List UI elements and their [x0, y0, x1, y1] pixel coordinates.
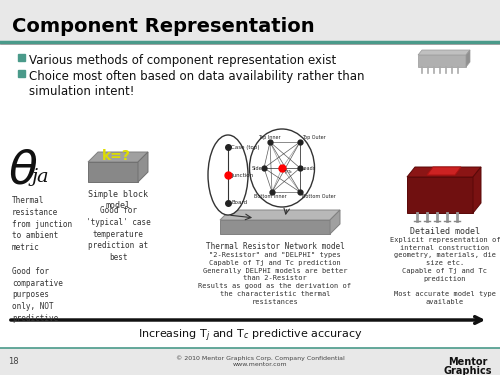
Polygon shape [88, 162, 138, 182]
Polygon shape [427, 167, 461, 175]
Text: Leads: Leads [302, 165, 316, 171]
Bar [0, 0, 500, 42]
Text: Good for
'typical' case
temperature
prediction at
best: Good for 'typical' case temperature pred… [86, 206, 150, 262]
Text: Top Outer: Top Outer [302, 135, 326, 140]
Polygon shape [418, 50, 470, 55]
Polygon shape [407, 177, 473, 213]
Polygon shape [220, 210, 340, 220]
Polygon shape [407, 167, 481, 177]
Text: Various methods of component representation exist: Various methods of component representat… [29, 54, 336, 67]
Polygon shape [330, 210, 340, 234]
Text: k=?: k=? [102, 149, 130, 163]
Text: Mentor: Mentor [448, 357, 488, 367]
Polygon shape [418, 55, 466, 67]
Text: Side: Side [252, 165, 262, 171]
Text: 18: 18 [8, 357, 18, 366]
Text: Thermal
resistance
from junction
to ambient
metric

Good for
comparative
purpose: Thermal resistance from junction to ambi… [12, 196, 72, 323]
Text: Bottom Outer: Bottom Outer [302, 194, 336, 199]
Text: Bottom Inner: Bottom Inner [254, 194, 286, 199]
Text: TJ/Tc: TJ/Tc [283, 170, 292, 174]
Polygon shape [473, 167, 481, 213]
Text: Explicit representation of
internal construction
geometry, materials, die
size e: Explicit representation of internal cons… [390, 237, 500, 305]
Ellipse shape [250, 129, 314, 207]
Bar [18, 54, 25, 61]
Text: Case (top): Case (top) [231, 144, 260, 150]
Text: Thermal Resistor Network model: Thermal Resistor Network model [206, 242, 344, 251]
Polygon shape [466, 50, 470, 67]
Text: Simple block
model: Simple block model [88, 190, 148, 210]
Text: Component Representation: Component Representation [12, 16, 314, 36]
Polygon shape [138, 152, 148, 182]
Text: Increasing T$_j$ and T$_c$ predictive accuracy: Increasing T$_j$ and T$_c$ predictive ac… [138, 328, 362, 344]
Polygon shape [220, 220, 330, 234]
Bar [0, 348, 500, 375]
Polygon shape [88, 152, 148, 162]
Text: "2-Resistor" and "DELPHI" types
Capable of Tj and Tc prediction
Generally DELPHI: "2-Resistor" and "DELPHI" types Capable … [198, 252, 352, 305]
Text: Top Inner: Top Inner [258, 135, 280, 140]
Text: Graphics: Graphics [444, 366, 492, 375]
Text: Choice most often based on data availability rather than
simulation intent!: Choice most often based on data availabi… [29, 70, 364, 98]
Text: $\theta$: $\theta$ [8, 148, 38, 193]
Text: Board: Board [231, 201, 247, 206]
Text: Detailed model: Detailed model [410, 227, 480, 236]
Text: ja: ja [32, 168, 50, 186]
Bar [18, 70, 25, 77]
Text: © 2010 Mentor Graphics Corp. Company Confidential
www.mentor.com: © 2010 Mentor Graphics Corp. Company Con… [176, 355, 344, 367]
Ellipse shape [208, 135, 248, 215]
Text: Junction: Junction [231, 172, 253, 177]
